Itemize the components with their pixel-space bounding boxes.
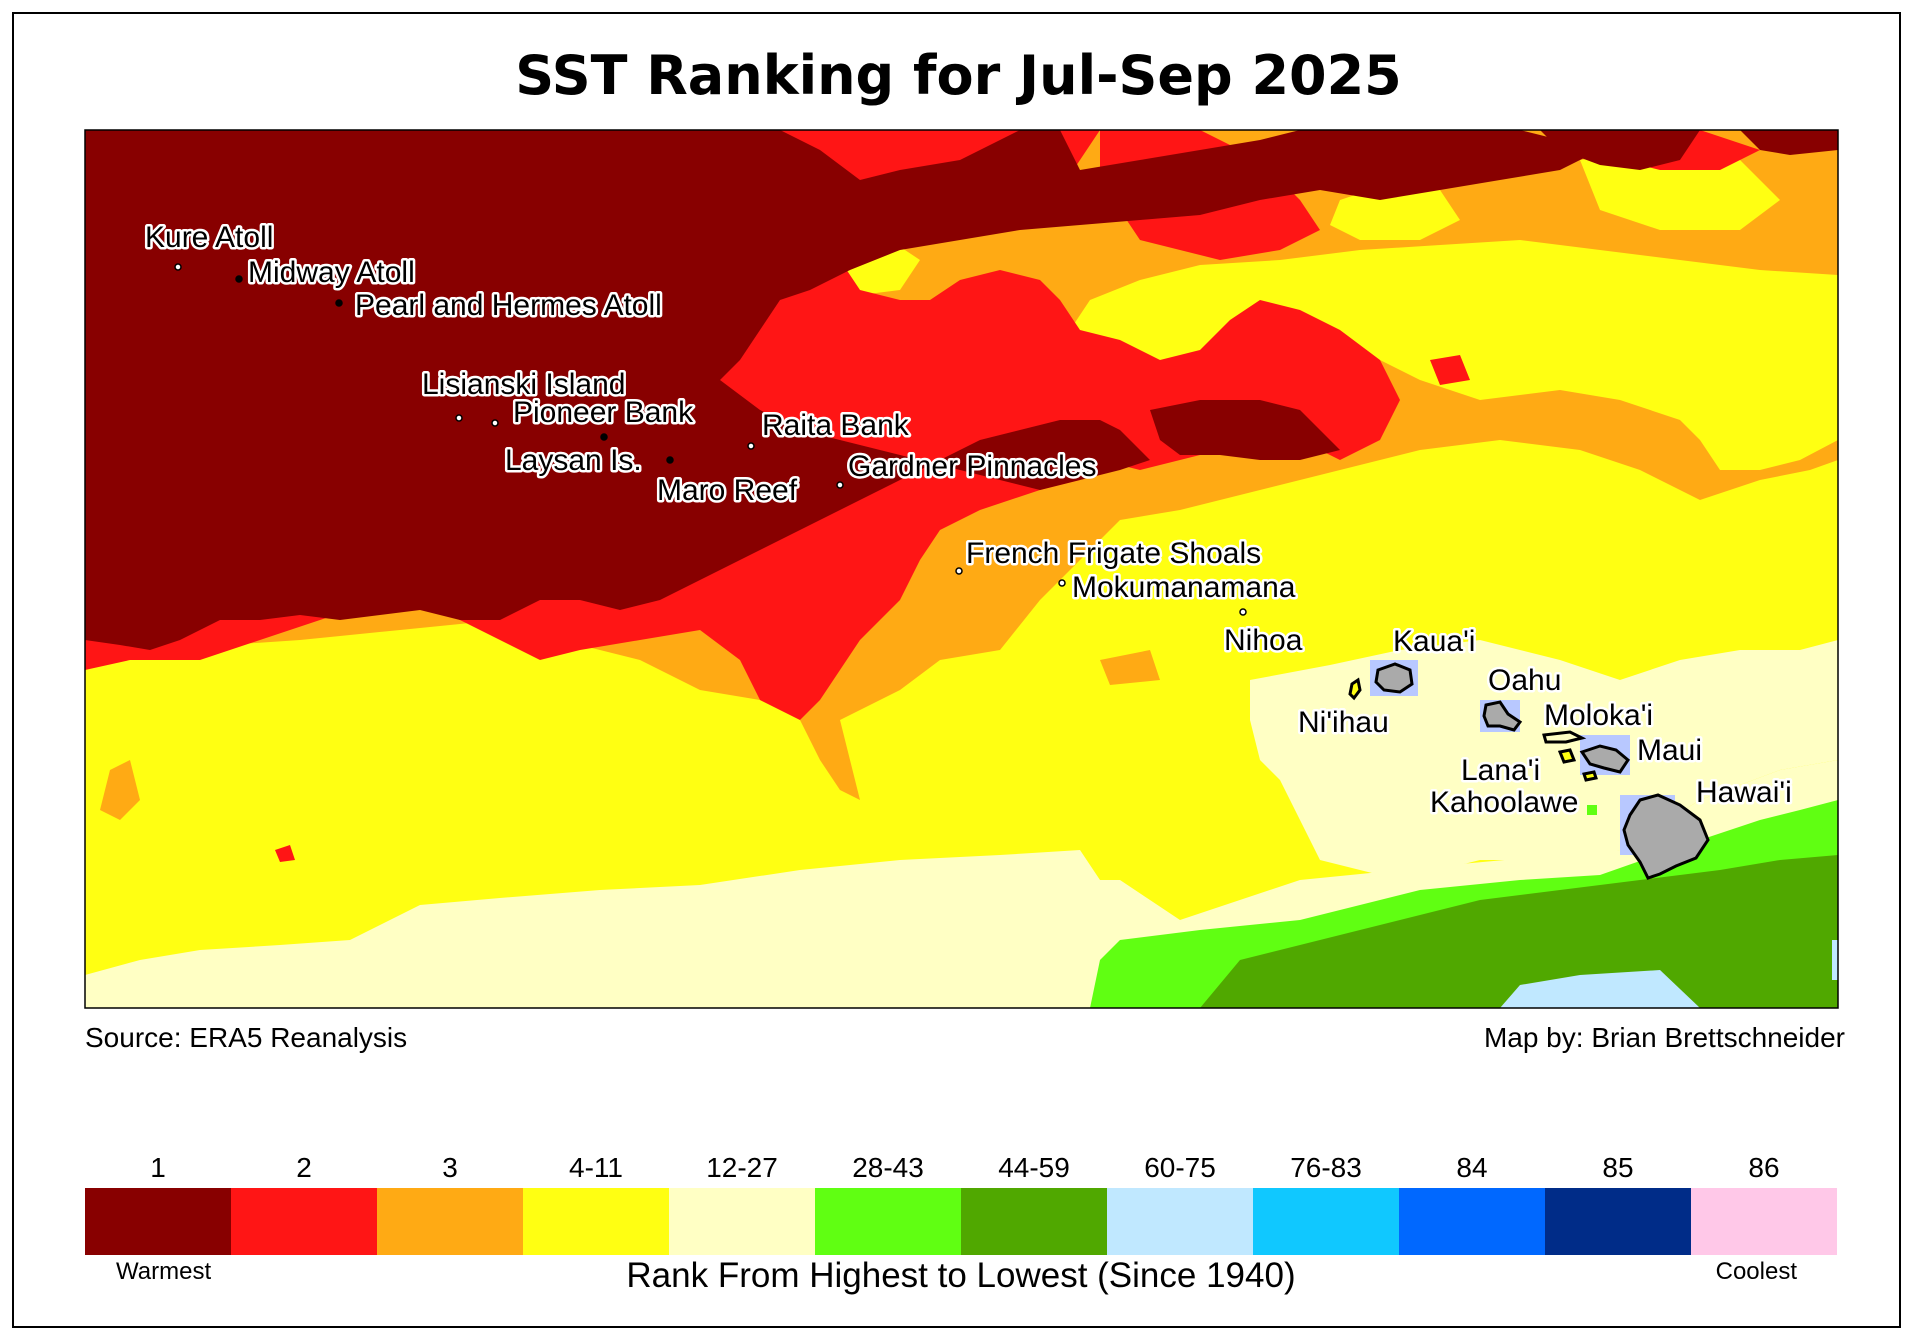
label-molokai: Moloka'i <box>1544 699 1653 732</box>
label-lisianski-island: Lisianski Island <box>422 368 625 401</box>
legend-class-label: 1 <box>150 1152 166 1183</box>
label-pearl-hermes-atoll: Pearl and Hermes Atoll <box>355 289 662 322</box>
label-kure-atoll: Kure Atoll <box>145 221 273 254</box>
legend-class-label: 3 <box>442 1152 458 1183</box>
green-patch <box>1587 805 1597 815</box>
legend-swatch <box>815 1188 961 1255</box>
legend-class-label: 86 <box>1748 1152 1780 1183</box>
source-note: Source: ERA5 Reanalysis <box>85 1022 408 1053</box>
legend-swatch <box>669 1188 815 1255</box>
label-maui: Maui <box>1637 734 1702 767</box>
label-midway-atoll: Midway Atoll <box>248 256 415 289</box>
legend-warmest-label: Warmest <box>116 1258 212 1285</box>
legend-swatch <box>961 1188 1107 1255</box>
place-labels: Kure Atoll Midway Atoll Pearl and Hermes… <box>143 219 1795 822</box>
place-markers <box>174 263 1247 616</box>
label-hawaii: Hawai'i <box>1696 776 1792 809</box>
label-niihau: Ni'ihau <box>1298 706 1389 739</box>
label-oahu: Oahu <box>1488 664 1561 697</box>
oahu-island <box>1482 700 1523 732</box>
legend-class-label: 12-27 <box>706 1152 778 1183</box>
label-raita-bank: Raita Bank <box>762 409 910 442</box>
legend-class-label: 76-83 <box>1290 1152 1362 1183</box>
legend-swatch <box>377 1188 523 1255</box>
hawaii-island <box>1622 793 1710 880</box>
label-lanai: Lana'i <box>1461 754 1540 787</box>
map-border <box>84 129 1839 1009</box>
legend-swatch <box>85 1188 231 1255</box>
legend-class-label: 85 <box>1602 1152 1634 1183</box>
legend: 1 2 3 4-11 12-27 28-43 44-59 60-75 76-83 84 85 86 W… <box>85 1148 1837 1295</box>
maui-island <box>1579 744 1630 774</box>
label-gardner-pinnacles: Gardner Pinnacles <box>848 450 1096 483</box>
label-mokumanamana: Mokumanamana <box>1072 571 1296 604</box>
legend-swatch <box>1253 1188 1399 1255</box>
label-kahoolawe: Kahoolawe <box>1430 786 1578 819</box>
credit-note: Map by: Brian Brettschneider <box>1483 1022 1845 1053</box>
legend-swatch <box>523 1188 669 1255</box>
legend-class-label: 4-11 <box>569 1152 623 1183</box>
legend-class-label: 60-75 <box>1144 1152 1216 1183</box>
legend-title: Rank From Highest to Lowest (Since 1940) <box>626 1256 1296 1295</box>
legend-coolest-label: Coolest <box>1715 1258 1797 1285</box>
legend-swatch <box>1399 1188 1545 1255</box>
label-maro-reef: Maro Reef <box>657 474 798 507</box>
label-nihoa: Nihoa <box>1224 624 1303 657</box>
legend-class-label: 28-43 <box>852 1152 924 1183</box>
molokai-island <box>1542 730 1587 744</box>
label-french-frigate-shoals: French Frigate Shoals <box>966 537 1261 570</box>
legend-labels: 1 2 3 4-11 12-27 28-43 44-59 60-75 76-83 84 85 86 <box>85 1148 1837 1188</box>
lanai-island <box>1557 748 1577 764</box>
map-title: SST Ranking for Jul-Sep 2025 <box>515 44 1402 107</box>
legend-class-label: 2 <box>296 1152 312 1183</box>
legend-swatch <box>1545 1188 1691 1255</box>
sst-ranking-field <box>85 130 1838 1008</box>
legend-class-label: 44-59 <box>998 1152 1070 1183</box>
kahoolawe-island <box>1582 770 1598 782</box>
legend-swatch <box>231 1188 377 1255</box>
kauai-island <box>1374 662 1414 694</box>
figure-frame <box>12 12 1901 1328</box>
label-kauai: Kaua'i <box>1393 625 1475 658</box>
niihau-island <box>1348 677 1362 701</box>
legend-class-label: 84 <box>1456 1152 1488 1183</box>
islands <box>1348 660 1710 880</box>
label-laysan: Laysan Is. <box>505 444 642 477</box>
legend-swatch <box>1691 1188 1837 1255</box>
legend-colorbar <box>85 1188 1837 1255</box>
label-pioneer-bank: Pioneer Bank <box>513 396 694 429</box>
legend-swatch <box>1107 1188 1253 1255</box>
